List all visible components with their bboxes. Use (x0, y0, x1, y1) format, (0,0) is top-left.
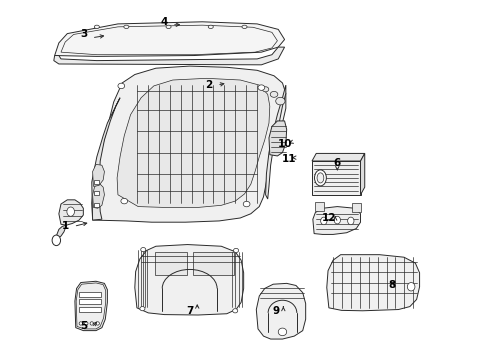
Text: 9: 9 (272, 306, 279, 316)
Bar (79, 292, 101, 297)
Bar (351, 203, 360, 212)
Ellipse shape (67, 207, 74, 216)
Text: 11: 11 (281, 154, 295, 164)
Text: 4: 4 (161, 17, 168, 27)
Bar (79, 307, 101, 312)
Ellipse shape (258, 85, 264, 90)
Polygon shape (360, 153, 364, 195)
Bar (94, 192, 98, 195)
Ellipse shape (52, 235, 61, 246)
Text: 8: 8 (388, 280, 395, 291)
Polygon shape (92, 66, 285, 222)
Ellipse shape (84, 322, 88, 325)
Bar (94, 180, 98, 184)
Polygon shape (55, 22, 284, 57)
Text: 1: 1 (61, 221, 69, 231)
Bar (155, 252, 186, 275)
Polygon shape (92, 184, 104, 208)
Ellipse shape (407, 283, 414, 291)
Bar (79, 300, 101, 305)
Bar (193, 252, 234, 275)
Ellipse shape (243, 201, 249, 207)
Ellipse shape (232, 309, 237, 313)
Ellipse shape (121, 198, 127, 204)
Polygon shape (265, 85, 285, 199)
Ellipse shape (94, 25, 99, 28)
Polygon shape (256, 283, 305, 339)
Polygon shape (59, 200, 83, 225)
Polygon shape (312, 207, 360, 234)
Polygon shape (92, 98, 120, 220)
Text: 12: 12 (321, 213, 335, 223)
Ellipse shape (314, 170, 325, 186)
Ellipse shape (262, 87, 268, 92)
Text: 10: 10 (277, 139, 291, 149)
Text: 7: 7 (185, 306, 193, 316)
Polygon shape (54, 47, 284, 65)
Polygon shape (311, 153, 364, 161)
Ellipse shape (347, 217, 353, 225)
Ellipse shape (208, 25, 213, 28)
Ellipse shape (270, 91, 277, 97)
Ellipse shape (166, 25, 171, 28)
Ellipse shape (316, 173, 323, 183)
Text: 3: 3 (81, 30, 88, 40)
Ellipse shape (320, 217, 326, 225)
Ellipse shape (333, 216, 340, 224)
Ellipse shape (233, 248, 238, 253)
Polygon shape (311, 161, 360, 195)
Polygon shape (117, 78, 269, 207)
Ellipse shape (242, 25, 246, 28)
Bar (94, 203, 98, 207)
Text: 6: 6 (333, 158, 340, 168)
Ellipse shape (140, 307, 144, 311)
Ellipse shape (90, 322, 93, 325)
Ellipse shape (141, 248, 145, 252)
Ellipse shape (79, 322, 82, 325)
Text: 5: 5 (81, 320, 88, 330)
Text: 2: 2 (204, 80, 212, 90)
Ellipse shape (123, 25, 129, 28)
Polygon shape (92, 165, 104, 186)
Polygon shape (326, 255, 419, 311)
Polygon shape (57, 225, 66, 238)
Ellipse shape (278, 328, 286, 336)
Ellipse shape (96, 322, 99, 325)
Bar (315, 202, 323, 211)
Ellipse shape (275, 97, 285, 105)
Polygon shape (135, 244, 243, 315)
Polygon shape (75, 281, 107, 330)
Ellipse shape (118, 83, 124, 89)
Polygon shape (268, 121, 286, 156)
